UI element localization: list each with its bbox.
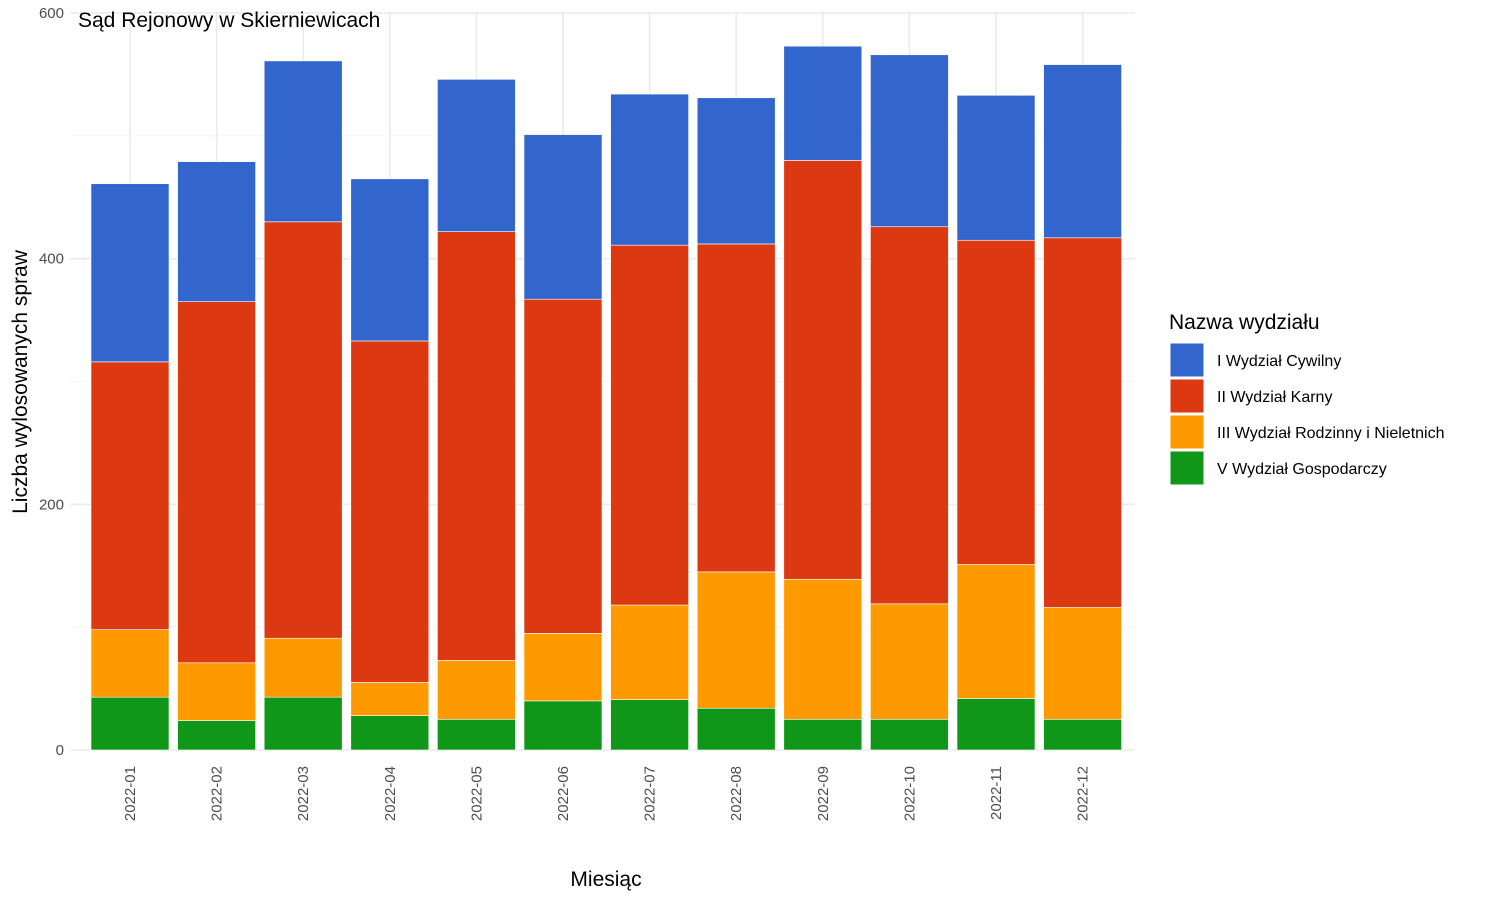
bar-segment xyxy=(870,718,949,751)
legend-label: III Wydział Rodzinny i Nieletnich xyxy=(1217,425,1445,442)
bar-segment xyxy=(177,662,256,721)
bar-segment xyxy=(523,298,603,634)
x-tick-label: 2022-08 xyxy=(728,766,745,821)
bar-segment xyxy=(783,578,863,720)
x-axis-title: Miesiąc xyxy=(570,868,641,891)
bar-segment xyxy=(696,97,776,245)
bar-segment xyxy=(263,221,343,639)
bar-segment xyxy=(177,720,256,751)
bar-segment xyxy=(350,682,430,716)
bar-segment xyxy=(90,696,170,751)
x-tick-label: 2022-12 xyxy=(1075,766,1092,821)
bar-segment xyxy=(437,231,516,661)
y-tick-label: 600 xyxy=(39,5,64,22)
y-tick-label: 0 xyxy=(56,742,64,759)
bar-segment xyxy=(783,160,863,580)
bar-segment xyxy=(177,301,256,664)
chart-title: Sąd Rejonowy w Skierniewicach xyxy=(78,9,380,32)
bar-segment xyxy=(90,629,170,698)
x-tick-label: 2022-03 xyxy=(295,766,312,821)
bar-segment xyxy=(870,603,949,720)
bar-segment xyxy=(696,243,776,573)
bars xyxy=(90,45,1122,751)
bar-segment xyxy=(610,604,689,700)
y-tick-label: 400 xyxy=(39,251,64,268)
bar-segment xyxy=(870,226,949,605)
legend-swatch xyxy=(1169,450,1205,486)
legend-title: Nazwa wydziału xyxy=(1169,311,1320,334)
legend-label: II Wydział Karny xyxy=(1217,389,1332,406)
bar-segment xyxy=(783,718,863,751)
bar-segment xyxy=(437,718,516,751)
y-axis-ticks: 0 200 400 600 xyxy=(39,5,64,759)
bar-segment xyxy=(696,571,776,709)
x-tick-label: 2022-02 xyxy=(209,766,226,821)
bar-segment xyxy=(350,715,430,751)
bar-segment xyxy=(263,696,343,751)
x-tick-label: 2022-06 xyxy=(555,766,572,821)
bar-segment xyxy=(90,361,170,630)
bar-segment xyxy=(696,707,776,751)
legend-swatch xyxy=(1169,378,1205,414)
legend-label: I Wydział Cywilny xyxy=(1217,353,1341,370)
bar-segment xyxy=(956,564,1036,699)
bar-segment xyxy=(350,340,430,683)
bar-segment xyxy=(263,60,343,223)
x-tick-label: 2022-04 xyxy=(382,766,399,821)
bar-segment xyxy=(523,700,603,751)
legend-label: V Wydział Gospodarczy xyxy=(1217,461,1387,478)
bar-segment xyxy=(1043,607,1122,720)
bar-segment xyxy=(610,244,689,606)
bar-segment xyxy=(90,183,170,363)
legend-swatch xyxy=(1169,414,1205,450)
bar-segment xyxy=(610,93,689,246)
x-tick-label: 2022-01 xyxy=(122,766,139,821)
x-tick-label: 2022-05 xyxy=(468,766,485,821)
bar-segment xyxy=(1043,64,1122,239)
x-tick-label: 2022-10 xyxy=(901,766,918,821)
bar-segment xyxy=(783,45,863,161)
y-axis-title: Liczba wylosowanych spraw xyxy=(9,249,32,514)
bar-segment xyxy=(870,54,949,228)
bar-segment xyxy=(523,633,603,702)
bar-segment xyxy=(1043,237,1122,608)
bar-segment xyxy=(350,178,430,342)
bar-segment xyxy=(956,239,1036,565)
x-axis-ticks: 2022-01 2022-02 2022-03 2022-04 2022-05 2022-… xyxy=(122,766,1092,821)
bar-segment xyxy=(263,637,343,698)
legend: Nazwa wydziału I Wydział Cywilny II Wydzi… xyxy=(1169,311,1445,486)
y-tick-label: 200 xyxy=(39,496,64,513)
x-tick-label: 2022-07 xyxy=(642,766,659,821)
bar-segment xyxy=(1043,718,1122,751)
bar-segment xyxy=(610,699,689,751)
bar-segment xyxy=(956,94,1036,241)
bar-segment xyxy=(437,79,516,232)
x-tick-label: 2022-09 xyxy=(815,766,832,821)
legend-swatch xyxy=(1169,342,1205,378)
bar-segment xyxy=(177,161,256,302)
bar-segment xyxy=(956,698,1036,751)
bar-segment xyxy=(437,660,516,720)
x-tick-label: 2022-11 xyxy=(988,766,1005,820)
bar-segment xyxy=(523,134,603,300)
